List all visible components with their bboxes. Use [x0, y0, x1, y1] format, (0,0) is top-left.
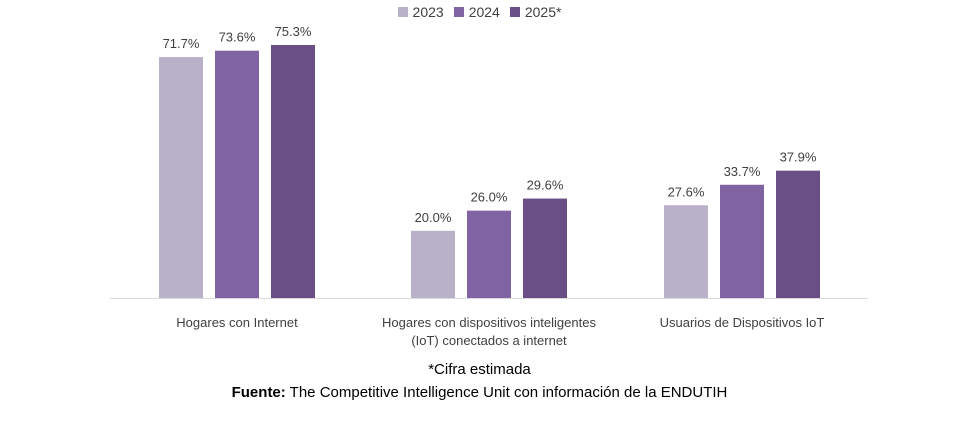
bar-2024-cat2 — [720, 184, 764, 298]
data-label-2025-cat0: 75.3% — [275, 24, 312, 39]
data-label-2025-cat2: 37.9% — [780, 150, 817, 165]
category-label-1-line1: (IoT) conectados a internet — [411, 333, 567, 348]
source-text: The Competitive Intelligence Unit con in… — [285, 384, 728, 401]
bar-2025-cat0 — [271, 44, 315, 298]
category-label-0-line0: Hogares con Internet — [176, 315, 298, 330]
bar-2023-cat2 — [664, 205, 708, 298]
data-label-2023-cat1: 20.0% — [415, 210, 452, 225]
data-label-2024-cat0: 73.6% — [219, 30, 256, 45]
legend-item-2024: 2024 — [453, 4, 500, 20]
legend-item-2023: 2023 — [397, 4, 444, 20]
bar-2024-cat0 — [215, 50, 259, 299]
category-label-2-line0: Usuarios de Dispositivos IoT — [660, 315, 825, 330]
bar-2024-cat1 — [467, 210, 511, 298]
bar-chart: 71.7% 73.6% 75.3% Hogares con Internet 20.0%… — [110, 24, 868, 348]
source-line: Fuente: The Competitive Intelligence Uni… — [0, 384, 959, 401]
legend-label-2023: 2023 — [412, 4, 444, 20]
chart-legend: 2023 2024 2025* — [0, 4, 959, 20]
footnote-estimated: *Cifra estimada — [428, 361, 531, 378]
legend-swatch-2025 — [509, 7, 520, 17]
legend-item-2025: 2025* — [509, 4, 562, 20]
bar-2023-cat1 — [411, 230, 455, 298]
bar-2025-cat2 — [776, 170, 820, 298]
data-label-2023-cat0: 71.7% — [163, 36, 200, 51]
category-label-1-line0: Hogares con dispositivos inteligentes — [382, 315, 596, 330]
data-label-2024-cat2: 33.7% — [724, 164, 761, 179]
legend-swatch-2024 — [453, 7, 464, 17]
data-label-2023-cat2: 27.6% — [668, 184, 705, 199]
data-label-2025-cat1: 29.6% — [527, 178, 564, 193]
source-label: Fuente: — [231, 384, 286, 401]
legend-label-2025: 2025* — [524, 4, 562, 20]
legend-swatch-2023 — [397, 7, 408, 17]
data-label-2024-cat1: 26.0% — [471, 190, 508, 205]
bar-2023-cat0 — [159, 57, 203, 299]
legend-label-2024: 2024 — [468, 4, 500, 20]
bar-2025-cat1 — [523, 198, 567, 298]
